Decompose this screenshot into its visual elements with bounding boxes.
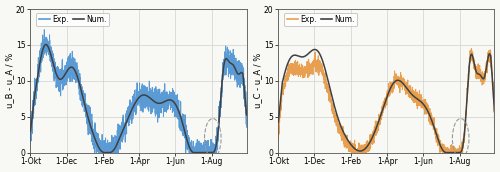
Y-axis label: u_B - u_A / %: u_B - u_A / % — [6, 53, 15, 108]
Y-axis label: u_C - u_A / %: u_C - u_A / % — [254, 53, 262, 108]
Legend: Exp., Num.: Exp., Num. — [284, 13, 357, 26]
Legend: Exp., Num.: Exp., Num. — [36, 13, 109, 26]
